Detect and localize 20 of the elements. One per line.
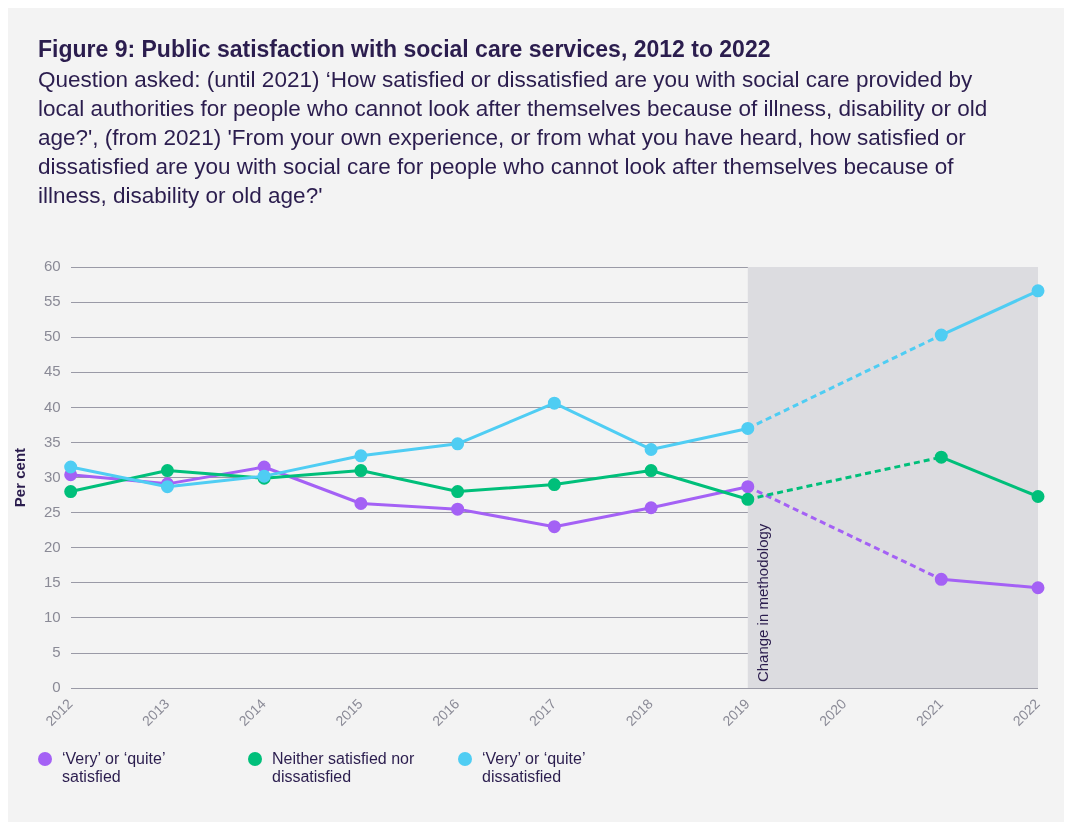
- y-tick-label: 55: [44, 292, 61, 310]
- y-tick-label: 10: [44, 608, 61, 626]
- y-tick-label: 25: [44, 502, 61, 520]
- y-tick-label: 50: [44, 327, 61, 345]
- y-tick-label: 15: [44, 572, 61, 590]
- y-tick-label: 30: [44, 467, 61, 485]
- chart-title: Figure 9: Public satisfaction with social care services, 2012 to 2022: [38, 36, 772, 63]
- y-tick-label: 40: [44, 397, 61, 415]
- chart-subtitle: Question asked: (until 2021) ‘How satisfied or dissatisfied are you with social care provided by local authorities for people who cannot look after themselves because of illness, disability or old age?', (from 2021) 'From your own experience, or from what you have heard, how satisfied or dissatisfied are you with social care for people who cannot look after themselves because of illness, disability or old age?': [38, 66, 989, 210]
- legend-label: ‘Very’ or ‘quite’ satisfied: [62, 750, 166, 786]
- y-tick-label: 60: [44, 257, 61, 275]
- y-tick-label: 0: [52, 678, 61, 696]
- y-tick-label: 5: [52, 643, 61, 661]
- legend-label: Neither satisfied nor dissatisfied: [272, 750, 416, 786]
- y-tick-label: 20: [44, 537, 61, 555]
- legend-label: ‘Very’ or ‘quite’ dissatisfied: [482, 750, 586, 786]
- band-label: Change in methodology: [753, 523, 771, 683]
- y-axis-title: Per cent: [11, 447, 29, 508]
- y-tick-label: 35: [44, 432, 61, 450]
- y-tick-label: 45: [44, 362, 61, 380]
